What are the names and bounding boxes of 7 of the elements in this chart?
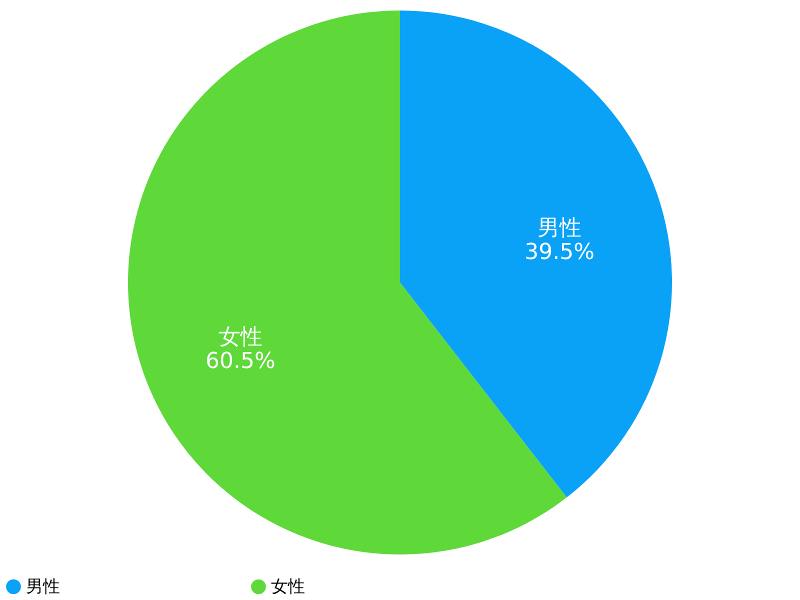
data-label: 39.5% bbox=[524, 240, 594, 265]
legend-label: 女性 bbox=[271, 576, 305, 597]
slice-label: 男性 bbox=[538, 216, 582, 241]
data-label: 60.5% bbox=[206, 349, 276, 374]
legend-label: 男性 bbox=[26, 576, 60, 597]
slice-label: 女性 bbox=[218, 325, 262, 350]
pie-slice bbox=[400, 10, 672, 498]
